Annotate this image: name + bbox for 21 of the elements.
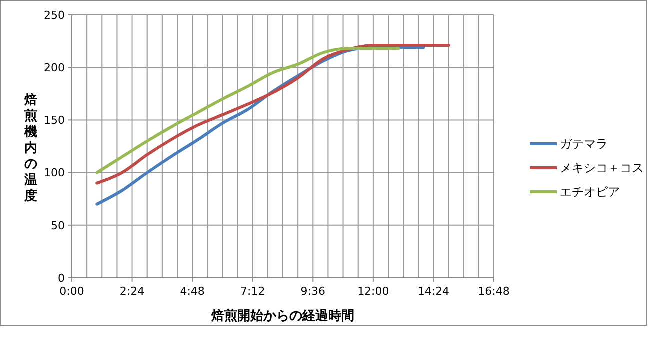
y-tick-label: 150 [44, 114, 65, 128]
x-axis-title: 焙煎開始からの経過時間 [210, 308, 354, 324]
legend-label: エチオピア [560, 185, 620, 200]
y-tick-label: 200 [44, 61, 65, 74]
x-tick-label: 0:00 [60, 285, 84, 298]
x-tick-label: 4:48 [180, 285, 205, 298]
y-tick-label: 250 [44, 8, 65, 22]
x-tick-label: 9:36 [300, 285, 326, 298]
x-tick-label: 2:24 [120, 285, 145, 298]
x-tick-label: 14:24 [418, 285, 450, 298]
y-axis-title: 焙煎機内の温度 [24, 92, 38, 204]
y-tick-label: 100 [44, 166, 65, 180]
y-tick-label: 50 [51, 219, 65, 232]
line-series [96, 44, 450, 185]
line-series [96, 47, 400, 174]
legend-label: ガテマラ [560, 137, 608, 152]
y-tick-label: 0 [58, 272, 65, 285]
legend-label: メキシコ＋コス [560, 161, 644, 176]
x-tick-label: 12:00 [358, 285, 390, 298]
x-tick-label: 16:48 [478, 285, 510, 298]
x-tick-label: 7:12 [240, 285, 266, 298]
